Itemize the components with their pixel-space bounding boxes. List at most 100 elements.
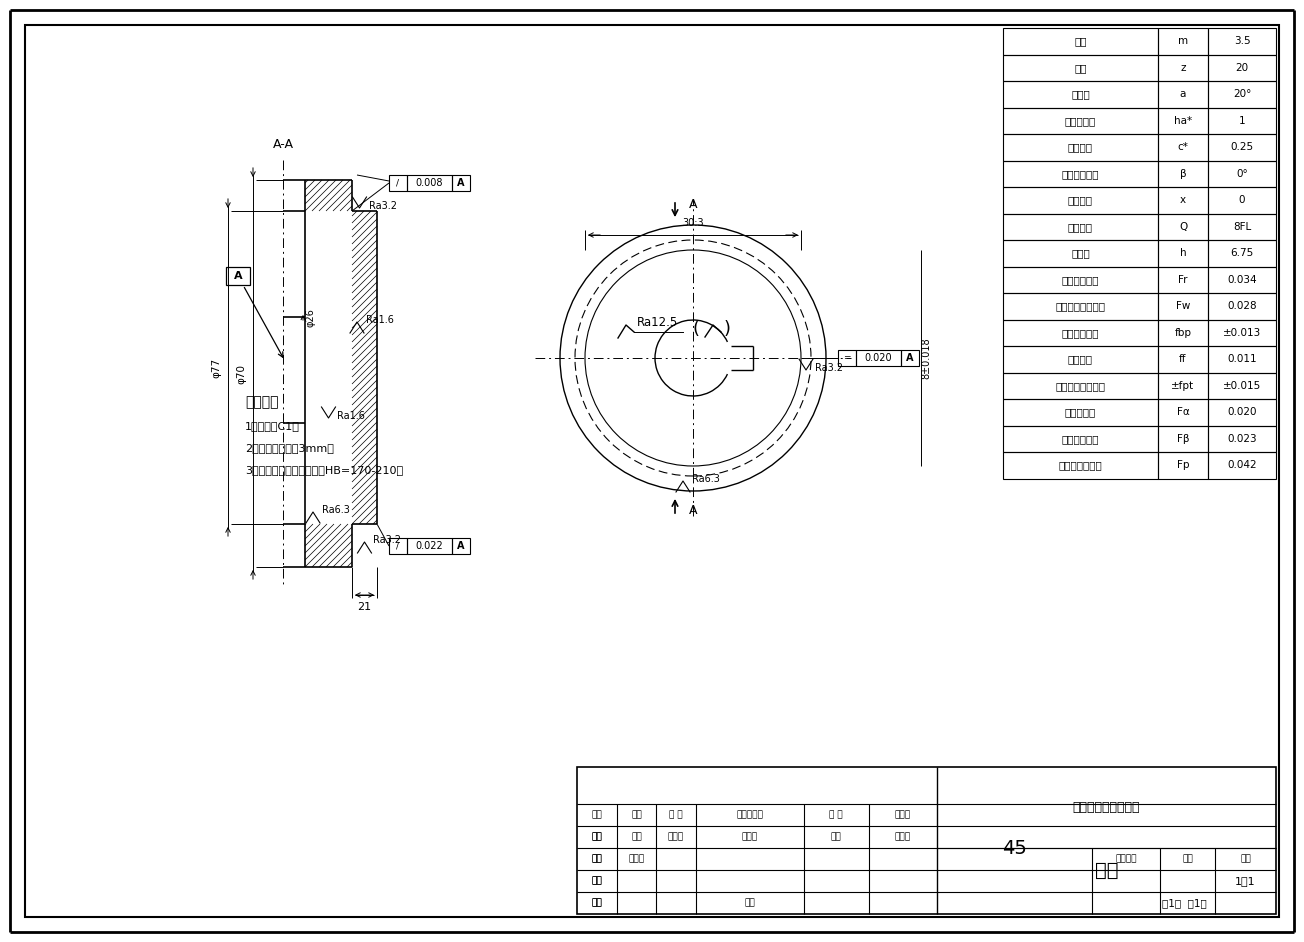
Text: 0.023: 0.023: [1227, 433, 1257, 444]
Text: 30:3: 30:3: [682, 218, 704, 228]
Bar: [1208, 346, 1277, 372]
Bar: [1208, 426, 1277, 452]
Bar: [1208, 107, 1277, 134]
Text: A: A: [689, 505, 698, 517]
Bar: [1003, 214, 1158, 240]
Text: 0.011: 0.011: [1227, 354, 1257, 365]
Text: 0.25: 0.25: [1231, 142, 1253, 153]
Bar: [1003, 81, 1158, 107]
Text: 螺旋线总偏差: 螺旋线总偏差: [1061, 433, 1099, 444]
Text: 径向跳动系数: 径向跳动系数: [1061, 275, 1099, 284]
Text: Fp: Fp: [1176, 461, 1189, 470]
Bar: [1003, 399, 1158, 426]
Bar: [1158, 28, 1208, 55]
Bar: [1208, 160, 1277, 187]
Text: 签 名: 签 名: [829, 810, 842, 820]
Bar: [576, 767, 1277, 914]
Text: 审核: 审核: [592, 876, 602, 885]
Text: Fα: Fα: [1176, 407, 1189, 417]
Bar: [1003, 452, 1158, 479]
Bar: [1208, 240, 1277, 267]
Text: 共1张  第1张: 共1张 第1张: [1162, 898, 1206, 908]
Text: 0.020: 0.020: [865, 353, 892, 363]
Text: A: A: [689, 199, 698, 212]
Bar: [1003, 160, 1158, 187]
Text: 年月日: 年月日: [668, 833, 685, 841]
Text: 压力角: 压力角: [1071, 89, 1090, 99]
Text: 齿顶高系数: 齿顶高系数: [1065, 116, 1097, 125]
Text: 齿轮: 齿轮: [1095, 860, 1119, 880]
Bar: [1003, 426, 1158, 452]
Text: 制图: 制图: [592, 854, 602, 864]
Text: Fβ: Fβ: [1176, 433, 1189, 444]
Text: (: (: [692, 320, 699, 338]
Bar: [1003, 372, 1158, 399]
Bar: [452, 538, 469, 554]
Text: 审核: 审核: [592, 876, 602, 885]
Bar: [1208, 214, 1277, 240]
Text: β: β: [1180, 169, 1187, 179]
Bar: [1158, 81, 1208, 107]
Text: A: A: [233, 271, 243, 281]
Text: x: x: [1180, 195, 1187, 205]
Text: ±fpt: ±fpt: [1171, 381, 1194, 391]
Text: 0.042: 0.042: [1227, 461, 1257, 470]
Text: 工艺: 工艺: [592, 899, 602, 907]
Text: 更改文件号: 更改文件号: [737, 810, 763, 820]
Bar: [1208, 55, 1277, 81]
Text: Ra1.6: Ra1.6: [366, 315, 394, 325]
Bar: [1158, 134, 1208, 160]
Text: 年月日: 年月日: [895, 833, 911, 841]
Text: 21: 21: [357, 602, 372, 612]
Bar: [1003, 28, 1158, 55]
Text: 45: 45: [1001, 838, 1028, 857]
Bar: [452, 175, 469, 191]
Bar: [1158, 267, 1208, 293]
Text: 范思畅: 范思畅: [629, 854, 644, 864]
Bar: [1003, 187, 1158, 214]
Text: Fr: Fr: [1179, 275, 1188, 284]
Text: 0.020: 0.020: [1227, 407, 1257, 417]
Text: 变位系数: 变位系数: [1068, 195, 1093, 205]
Bar: [1003, 346, 1158, 372]
Text: 齿距累积总偏差: 齿距累积总偏差: [1059, 461, 1102, 470]
Bar: [1208, 28, 1277, 55]
Bar: [1158, 346, 1208, 372]
Bar: [1158, 319, 1208, 346]
Text: 3.5: 3.5: [1234, 36, 1251, 46]
Text: Q: Q: [1179, 221, 1187, 232]
Bar: [389, 175, 407, 191]
Text: ha*: ha*: [1174, 116, 1192, 125]
Bar: [226, 267, 250, 285]
Bar: [1003, 107, 1158, 134]
Text: 质量: 质量: [1183, 854, 1193, 864]
Text: 齿廓总偏差: 齿廓总偏差: [1065, 407, 1097, 417]
Text: 0: 0: [1239, 195, 1245, 205]
Text: ±0.013: ±0.013: [1223, 328, 1261, 338]
Text: 年月日: 年月日: [895, 810, 911, 820]
Text: 1：1: 1：1: [1235, 876, 1256, 886]
Bar: [838, 350, 855, 366]
Text: 基节极限偏差: 基节极限偏差: [1061, 328, 1099, 338]
Text: fbp: fbp: [1175, 328, 1192, 338]
Text: 0°: 0°: [1236, 169, 1248, 179]
Text: m: m: [1178, 36, 1188, 46]
Text: 6.75: 6.75: [1231, 249, 1253, 258]
Text: Ra1.6: Ra1.6: [338, 411, 365, 421]
Text: z: z: [1180, 63, 1185, 73]
Text: /: /: [396, 542, 399, 550]
Text: Ra3.2: Ra3.2: [369, 201, 396, 211]
Text: Fw: Fw: [1176, 301, 1191, 311]
Text: 分度圆螺旋角: 分度圆螺旋角: [1061, 169, 1099, 179]
Bar: [1208, 267, 1277, 293]
Text: /: /: [396, 178, 399, 187]
Bar: [1208, 81, 1277, 107]
Text: ): ): [724, 320, 730, 338]
Text: 顶隙系数: 顶隙系数: [1068, 142, 1093, 153]
Text: φ26: φ26: [306, 309, 316, 328]
Text: =: =: [844, 353, 850, 363]
Text: 20°: 20°: [1232, 89, 1251, 99]
Bar: [1003, 267, 1158, 293]
Text: A: A: [458, 178, 464, 188]
Text: 齿数: 齿数: [1074, 63, 1086, 73]
